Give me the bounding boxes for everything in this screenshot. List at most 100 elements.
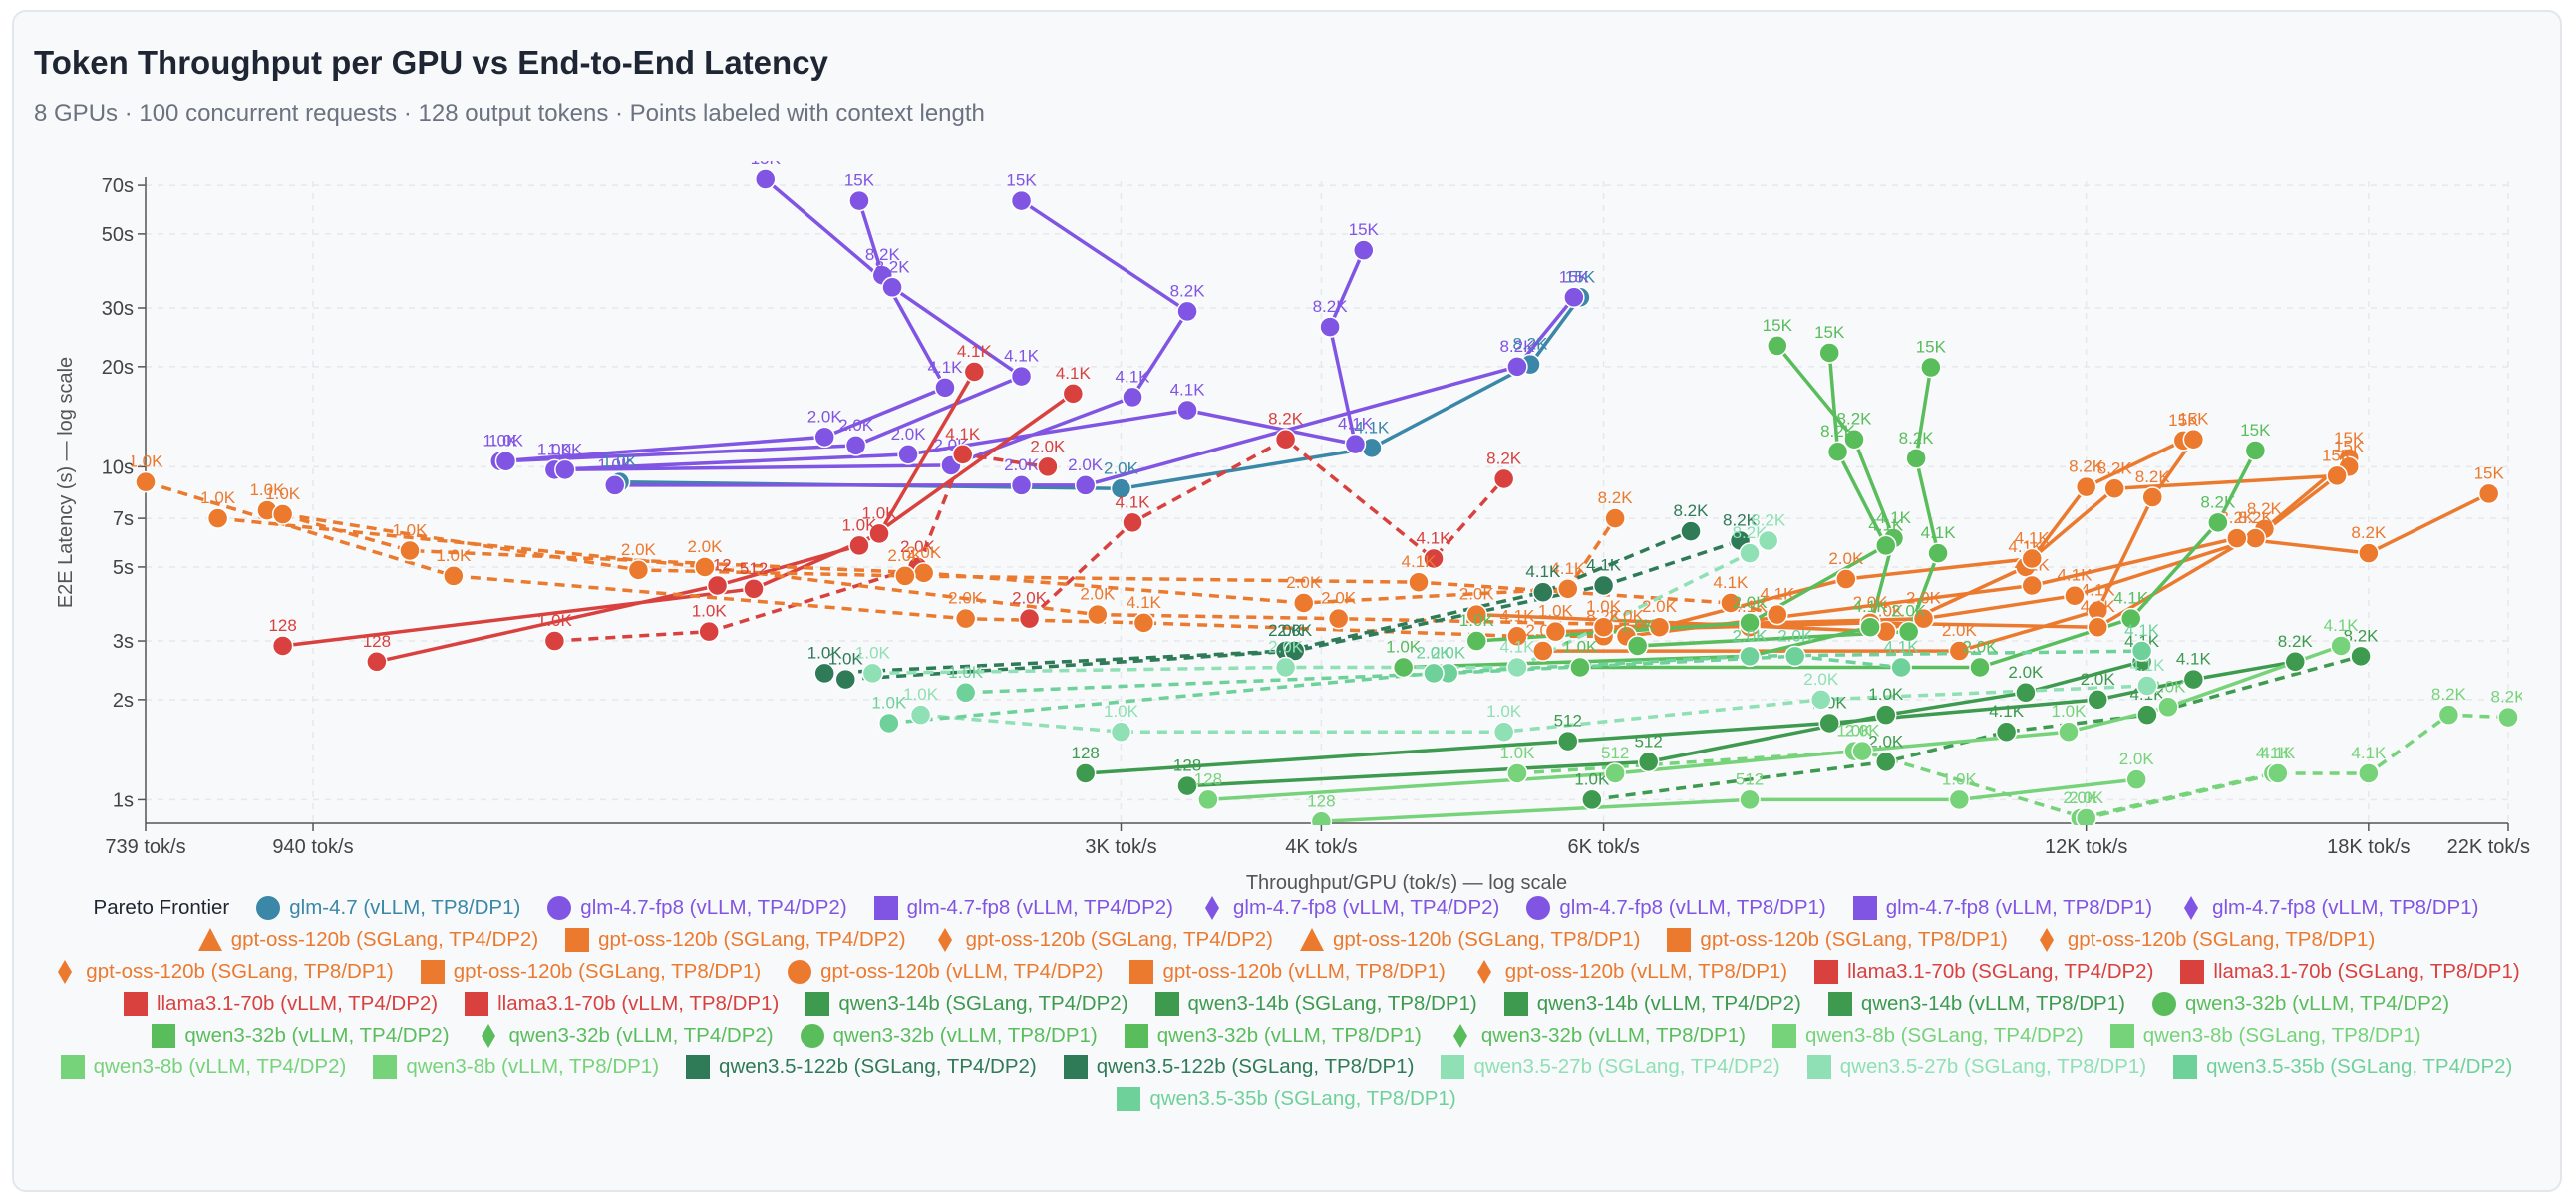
data-point-label: 8.2K [1268,410,1304,429]
data-point-label: 4.1K [1417,528,1452,547]
data-point-label: 1.0K [483,432,518,451]
data-point [399,539,421,562]
legend-item[interactable]: gpt-oss-120b (SGLang, TP8/DP1) [1299,927,1640,953]
legend-item[interactable]: qwen3.5-35b (SGLang, TP8/DP1) [1116,1086,1456,1112]
data-point-label: 1.0K [436,546,472,565]
chart-svg: 1s 2s 3s 5s 7s 10s 20s 30s 50s 70s 739 tok/s 940 to… [55,161,2530,894]
legend-item[interactable]: qwen3-14b (SGLang, TP8/DP1) [1154,991,1477,1017]
legend-item[interactable]: qwen3-8b (vLLM, TP4/DP2) [60,1054,346,1080]
legend-item[interactable]: qwen3.5-27b (SGLang, TP8/DP1) [1806,1054,2146,1080]
data-point [912,562,935,584]
legend-item[interactable]: qwen3-14b (vLLM, TP8/DP1) [1827,991,2125,1017]
square-legend-icon [1667,928,1692,952]
legend-item-label: glm-4.7-fp8 (vLLM, TP8/DP1) [1885,896,2153,919]
legend-item[interactable]: glm-4.7-fp8 (vLLM, TP4/DP2) [873,895,1173,921]
series-line [1085,660,2296,775]
square-legend-icon [1117,1087,1141,1111]
y-tick-label: 20s [102,357,134,379]
legend-item[interactable]: glm-4.7-fp8 (vLLM, TP8/DP1) [1525,895,1826,921]
data-point [1835,568,1857,590]
legend-item[interactable]: qwen3.5-27b (SGLang, TP4/DP2) [1440,1054,1780,1080]
data-point-label: 2.0K [1277,621,1313,640]
legend-item[interactable]: qwen3-32b (vLLM, TP8/DP1) [1124,1023,1422,1049]
legend-item[interactable]: qwen3-32b (vLLM, TP4/DP2) [476,1023,774,1049]
diamond-legend-icon [1452,1024,1467,1048]
legend-item[interactable]: gpt-oss-120b (SGLang, TP8/DP1) [420,959,761,985]
legend-item[interactable]: gpt-oss-120b (SGLang, TP8/DP1) [52,959,394,985]
data-point [2350,645,2372,668]
legend-item-label: gpt-oss-120b (SGLang, TP8/DP1) [86,960,394,983]
legend-item[interactable]: glm-4.7-fp8 (vLLM, TP4/DP2) [1199,895,1499,921]
data-point-label: 2.0K [1868,732,1904,751]
legend-item[interactable]: glm-4.7 (vLLM, TP8/DP1) [255,895,520,921]
data-point-label: 2.0K [1609,606,1645,625]
circle-legend-icon [1526,896,1551,920]
legend-item[interactable]: qwen3-14b (vLLM, TP4/DP2) [1503,991,1801,1017]
x-tick-label: 3K tok/s [1085,836,1156,858]
data-point [2021,547,2043,570]
data-point [2437,704,2460,726]
data-point-label: 1.0K [807,643,843,662]
data-point-label: 15K [844,171,875,190]
data-point [1176,774,1198,797]
legend-item[interactable]: qwen3-8b (vLLM, TP8/DP1) [372,1054,659,1080]
legend-item[interactable]: gpt-oss-120b (SGLang, TP4/DP2) [197,927,538,953]
data-point [1592,574,1615,597]
data-point [1875,534,1897,557]
series-line [845,538,1742,682]
data-point-label: 8.2K [2344,626,2380,645]
data-point-label: 128 [1307,791,1335,810]
legend-item[interactable]: gpt-oss-120b (SGLang, TP4/DP2) [564,927,906,953]
square-legend-icon [1503,992,1528,1016]
data-point-label: 2.0K [2150,677,2186,696]
series-line [888,649,2142,726]
data-point-label: 4.1K [2324,616,2360,635]
legend-item[interactable]: qwen3.5-122b (SGLang, TP8/DP1) [1063,1054,1414,1080]
legend-item[interactable]: llama3.1-70b (vLLM, TP4/DP2) [123,991,438,1017]
data-point [1581,788,1603,811]
triangle-legend-icon [1300,928,1324,951]
data-point [1344,433,1367,455]
data-point [1010,365,1033,388]
data-point [1176,399,1198,422]
data-point [1327,607,1350,630]
legend-item-label: glm-4.7-fp8 (vLLM, TP8/DP1) [1559,896,1826,919]
legend-item[interactable]: gpt-oss-120b (SGLang, TP4/DP2) [932,927,1273,953]
data-point-label: 2.0K [906,543,942,562]
data-point-label: 2.0K [1104,458,1139,477]
legend-item[interactable]: qwen3-8b (SGLang, TP8/DP1) [2109,1023,2421,1049]
legend-item[interactable]: qwen3-32b (vLLM, TP4/DP2) [2151,991,2449,1017]
data-point [1948,640,1971,662]
data-point [1465,630,1488,652]
legend-item[interactable]: gpt-oss-120b (SGLang, TP8/DP1) [2034,927,2375,953]
legend-item[interactable]: gpt-oss-120b (SGLang, TP8/DP1) [1666,927,2008,953]
data-point-label: 2.0K [887,546,923,565]
legend-item[interactable]: qwen3-32b (vLLM, TP8/DP1) [800,1023,1098,1049]
data-point-label: 1.0K [602,452,638,471]
legend-item[interactable]: qwen3.5-35b (SGLang, TP4/DP2) [2172,1054,2512,1080]
legend-item[interactable]: glm-4.7-fp8 (vLLM, TP8/DP1) [1852,895,2152,921]
data-point-label: 1.0K [1104,702,1139,721]
legend-item[interactable]: qwen3.5-122b (SGLang, TP4/DP2) [685,1054,1037,1080]
legend-item[interactable]: qwen3-14b (SGLang, TP4/DP2) [805,991,1128,1017]
legend-item[interactable]: llama3.1-70b (SGLang, TP4/DP2) [1813,959,2153,985]
data-point [1010,189,1033,212]
legend-item[interactable]: gpt-oss-120b (vLLM, TP8/DP1) [1471,959,1787,985]
legend-item[interactable]: gpt-oss-120b (vLLM, TP4/DP2) [787,959,1103,985]
legend-item[interactable]: llama3.1-70b (vLLM, TP8/DP1) [464,991,779,1017]
legend-item[interactable]: glm-4.7-fp8 (vLLM, TP4/DP2) [546,895,847,921]
y-axis-title: E2E Latency (s) — log scale [55,357,77,608]
legend-item[interactable]: qwen3-8b (SGLang, TP4/DP2) [1771,1023,2084,1049]
legend-item[interactable]: gpt-oss-120b (vLLM, TP8/DP1) [1128,959,1446,985]
legend-item[interactable]: llama3.1-70b (SGLang, TP8/DP1) [2179,959,2520,985]
data-point-label: 1.0K [1499,744,1535,762]
data-point [1087,603,1109,626]
legend-item[interactable]: qwen3-32b (vLLM, TP4/DP2) [151,1023,450,1049]
data-point [2267,762,2289,784]
data-point [813,662,835,685]
data-point-label: 2.0K [1012,589,1048,608]
legend-item-label: qwen3-32b (vLLM, TP4/DP2) [508,1024,774,1047]
legend-item[interactable]: glm-4.7-fp8 (vLLM, TP8/DP1) [2178,895,2478,921]
data-point-label: 8.2K [2278,632,2314,651]
legend-item[interactable]: qwen3-32b (vLLM, TP8/DP1) [1448,1023,1746,1049]
